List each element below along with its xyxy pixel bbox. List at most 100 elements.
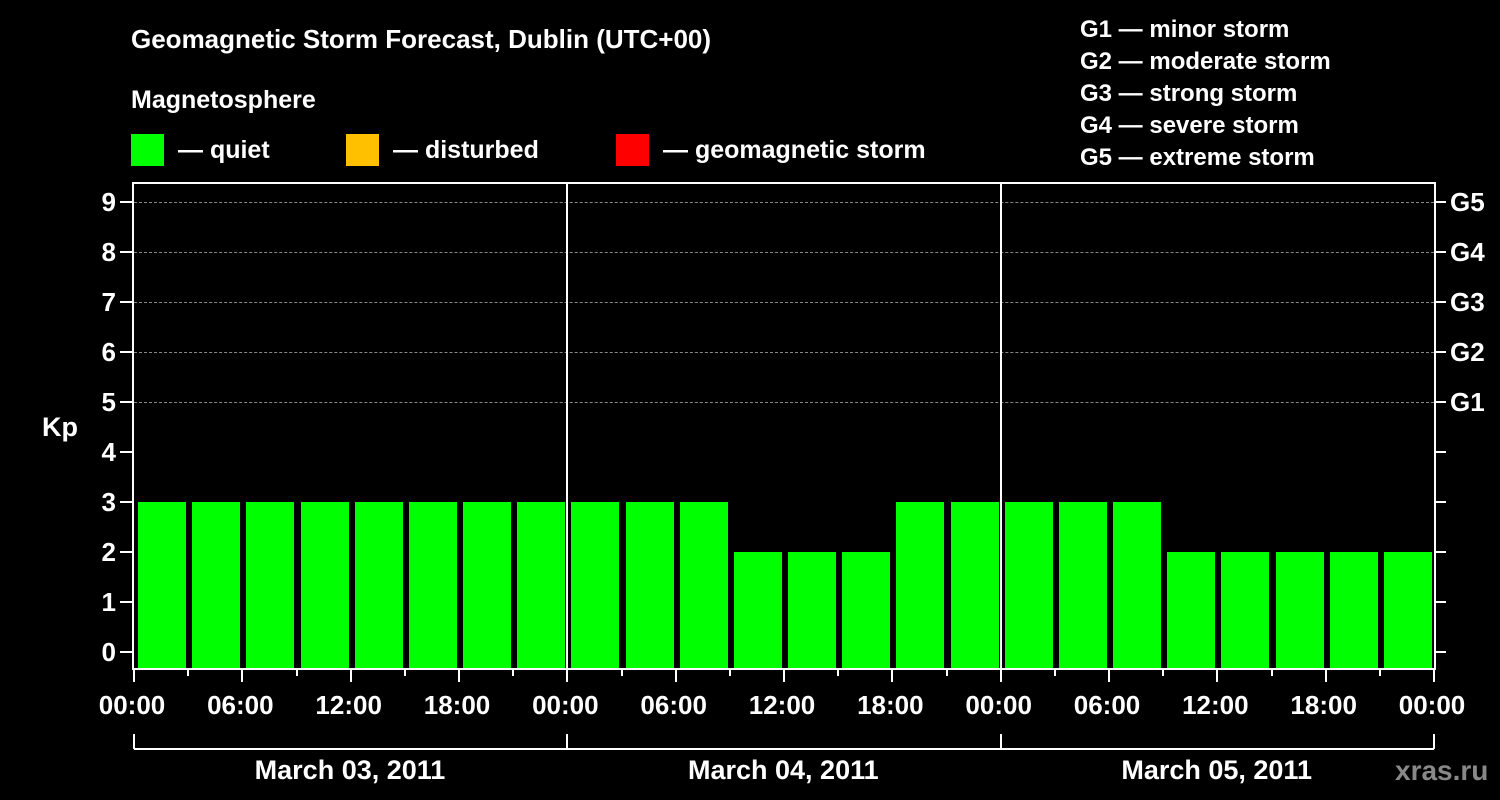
x-tick-major — [1108, 668, 1110, 682]
x-tick-label: 00:00 — [965, 690, 1032, 720]
y-tick-right — [1434, 551, 1446, 553]
y-tick — [120, 351, 132, 353]
x-tick-minor — [187, 668, 190, 676]
y-tick-label: 2 — [101, 537, 116, 567]
x-tick-label: 00:00 — [1398, 690, 1466, 720]
kp-bar — [733, 552, 782, 668]
kp-bar — [354, 502, 403, 668]
x-tick-major — [1324, 668, 1327, 682]
y-tick — [120, 501, 132, 503]
day-divider — [999, 184, 1002, 668]
x-tick-minor — [1270, 668, 1273, 676]
x-tick-major — [999, 668, 1002, 682]
y-tick-label: 7 — [101, 287, 116, 317]
day-bracket-tick — [133, 734, 135, 749]
g-scale-item: G1 — minor storm — [1080, 16, 1290, 43]
g-scale-item: G5 — extreme storm — [1080, 144, 1315, 171]
legend-quiet: — quiet — [131, 133, 270, 167]
y-tick-right — [1434, 401, 1446, 403]
g-level-label: G1 — [1450, 387, 1485, 417]
x-tick-minor — [1378, 668, 1381, 676]
kp-bar — [679, 502, 728, 668]
kp-bar — [1113, 502, 1162, 668]
x-tick-major — [891, 668, 894, 682]
x-tick-label: 06:00 — [1073, 690, 1141, 720]
legend-quiet-label: — quiet — [178, 135, 270, 164]
x-tick-label: 18:00 — [1290, 690, 1357, 720]
day-bracket-tick — [1433, 734, 1435, 749]
day-divider — [566, 184, 569, 668]
x-tick-label: 00:00 — [532, 690, 599, 720]
y-tick-label: 4 — [101, 437, 116, 467]
x-tick-minor — [837, 668, 840, 676]
day-bracket-tick — [999, 734, 1002, 749]
y-tick-right — [1434, 501, 1446, 503]
kp-bar — [1275, 552, 1324, 668]
legend-heading: Magnetosphere — [131, 86, 316, 114]
kp-bar — [1058, 502, 1107, 668]
kp-bar — [571, 502, 620, 668]
x-tick-label: 18:00 — [423, 690, 491, 720]
y-tick-right — [1434, 301, 1446, 303]
x-tick-major — [458, 668, 460, 682]
gridline — [134, 252, 1434, 253]
day-bracket-line — [134, 748, 1434, 750]
x-tick-minor — [620, 668, 623, 676]
watermark: xras.ru — [1395, 755, 1489, 786]
x-tick-major — [1216, 668, 1219, 682]
x-tick-minor — [1053, 668, 1056, 676]
g-level-label: G5 — [1450, 187, 1485, 217]
y-tick-label: 8 — [101, 237, 116, 267]
g-scale-item: G2 — moderate storm — [1080, 48, 1331, 75]
x-tick-label: 12:00 — [748, 690, 816, 720]
y-tick-label: 9 — [101, 187, 116, 217]
y-axis-label: Kp — [42, 412, 78, 442]
disturbed-swatch — [346, 134, 379, 166]
x-tick-major — [1433, 668, 1435, 682]
kp-bar — [950, 502, 999, 668]
y-tick-label: 1 — [101, 587, 116, 617]
day-label: March 04, 2011 — [688, 755, 879, 785]
x-tick-major — [133, 668, 135, 682]
kp-bar — [1221, 552, 1270, 668]
legend-disturbed-label: — disturbed — [393, 135, 539, 164]
x-tick-label: 12:00 — [315, 690, 382, 720]
y-tick — [120, 551, 132, 553]
y-tick-label: 5 — [101, 387, 116, 417]
x-tick-major — [674, 668, 677, 682]
gridline — [134, 352, 1434, 353]
kp-bar — [1004, 502, 1053, 668]
kp-bar — [788, 552, 837, 668]
x-tick-major — [783, 668, 785, 682]
x-tick-major — [241, 668, 244, 682]
x-tick-label: 12:00 — [1182, 690, 1249, 720]
x-tick-minor — [295, 668, 298, 676]
x-tick-minor — [512, 668, 515, 676]
kp-bar — [408, 502, 457, 668]
y-tick-label: 6 — [101, 337, 116, 367]
kp-bar — [1383, 552, 1432, 668]
plot-area — [132, 182, 1436, 670]
kp-bar — [896, 502, 945, 668]
g-scale-legend: G1 — minor storm G2 — moderate storm G3 … — [1080, 14, 1331, 174]
gridline — [134, 302, 1434, 303]
legend-disturbed: — disturbed — [346, 133, 539, 167]
x-tick-minor — [728, 668, 731, 676]
day-bracket-tick — [566, 734, 569, 749]
x-tick-label: 00:00 — [98, 690, 166, 720]
y-tick-right — [1434, 601, 1446, 603]
kp-bar — [300, 502, 349, 668]
kp-bar — [517, 502, 566, 668]
y-tick-right — [1434, 251, 1446, 253]
y-tick — [120, 401, 132, 403]
gridline — [134, 202, 1434, 203]
kp-bar — [246, 502, 295, 668]
x-tick-label: 06:00 — [207, 690, 274, 720]
y-tick — [120, 301, 132, 303]
y-tick-label: 3 — [101, 487, 116, 517]
kp-bar — [1329, 552, 1378, 668]
y-tick — [120, 601, 132, 603]
kp-bar — [463, 502, 512, 668]
kp-bar — [842, 552, 891, 668]
legend-storm-label: — geomagnetic storm — [663, 135, 926, 164]
